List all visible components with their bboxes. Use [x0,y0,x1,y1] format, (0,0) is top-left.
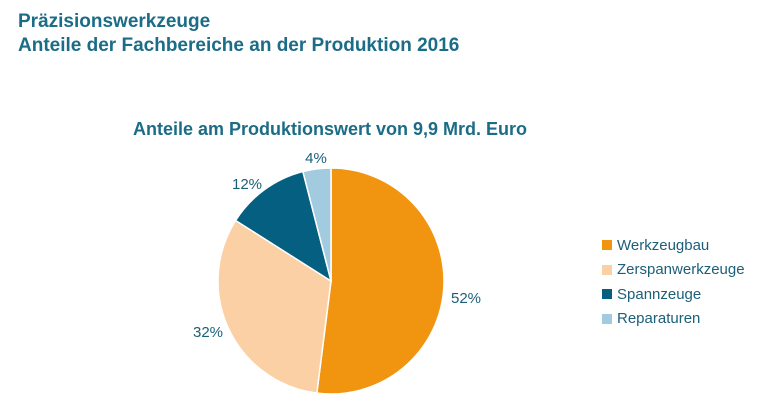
legend-item-reparaturen: Reparaturen [602,307,745,332]
chart-legend: Werkzeugbau Zerspanwerkzeuge Spannzeuge … [602,233,745,331]
page-subtitle: Anteile der Fachbereiche an der Produkti… [18,35,460,56]
header: Präzisionswerkzeuge Anteile der Fachbere… [18,10,459,58]
pie-slice-reparaturen [301,167,332,282]
page-title: Präzisionswerkzeuge [18,11,211,32]
legend-label-reparaturen: Reparaturen [617,310,701,328]
legend-swatch-reparaturen [602,313,612,324]
legend-item-zerspanwerkzeuge: Zerspanwerkzeuge [602,258,745,283]
chart-title: Anteile am Produktionswert von 9,9 Mrd. … [132,119,528,139]
legend-label-werkzeugbau: Werkzeugbau [617,236,710,254]
pie-slice-werkzeugbau [316,167,445,395]
pie-slice-spannzeuge [234,170,333,283]
data-label-zerspanwerkzeuge: 32% [193,324,223,341]
data-label-spannzeuge: 12% [232,176,262,193]
legend-swatch-zerspanwerkzeuge [602,264,612,275]
data-label-reparaturen: 4% [305,150,327,167]
legend-item-spannzeuge: Spannzeuge [602,282,745,307]
legend-label-zerspanwerkzeuge: Zerspanwerkzeuge [617,261,745,279]
legend-label-spannzeuge: Spannzeuge [617,285,702,303]
legend-swatch-werkzeugbau [602,240,612,251]
legend-item-werkzeugbau: Werkzeugbau [602,233,745,258]
legend-swatch-spannzeuge [602,289,612,300]
data-label-werkzeugbau: 52% [451,290,481,307]
